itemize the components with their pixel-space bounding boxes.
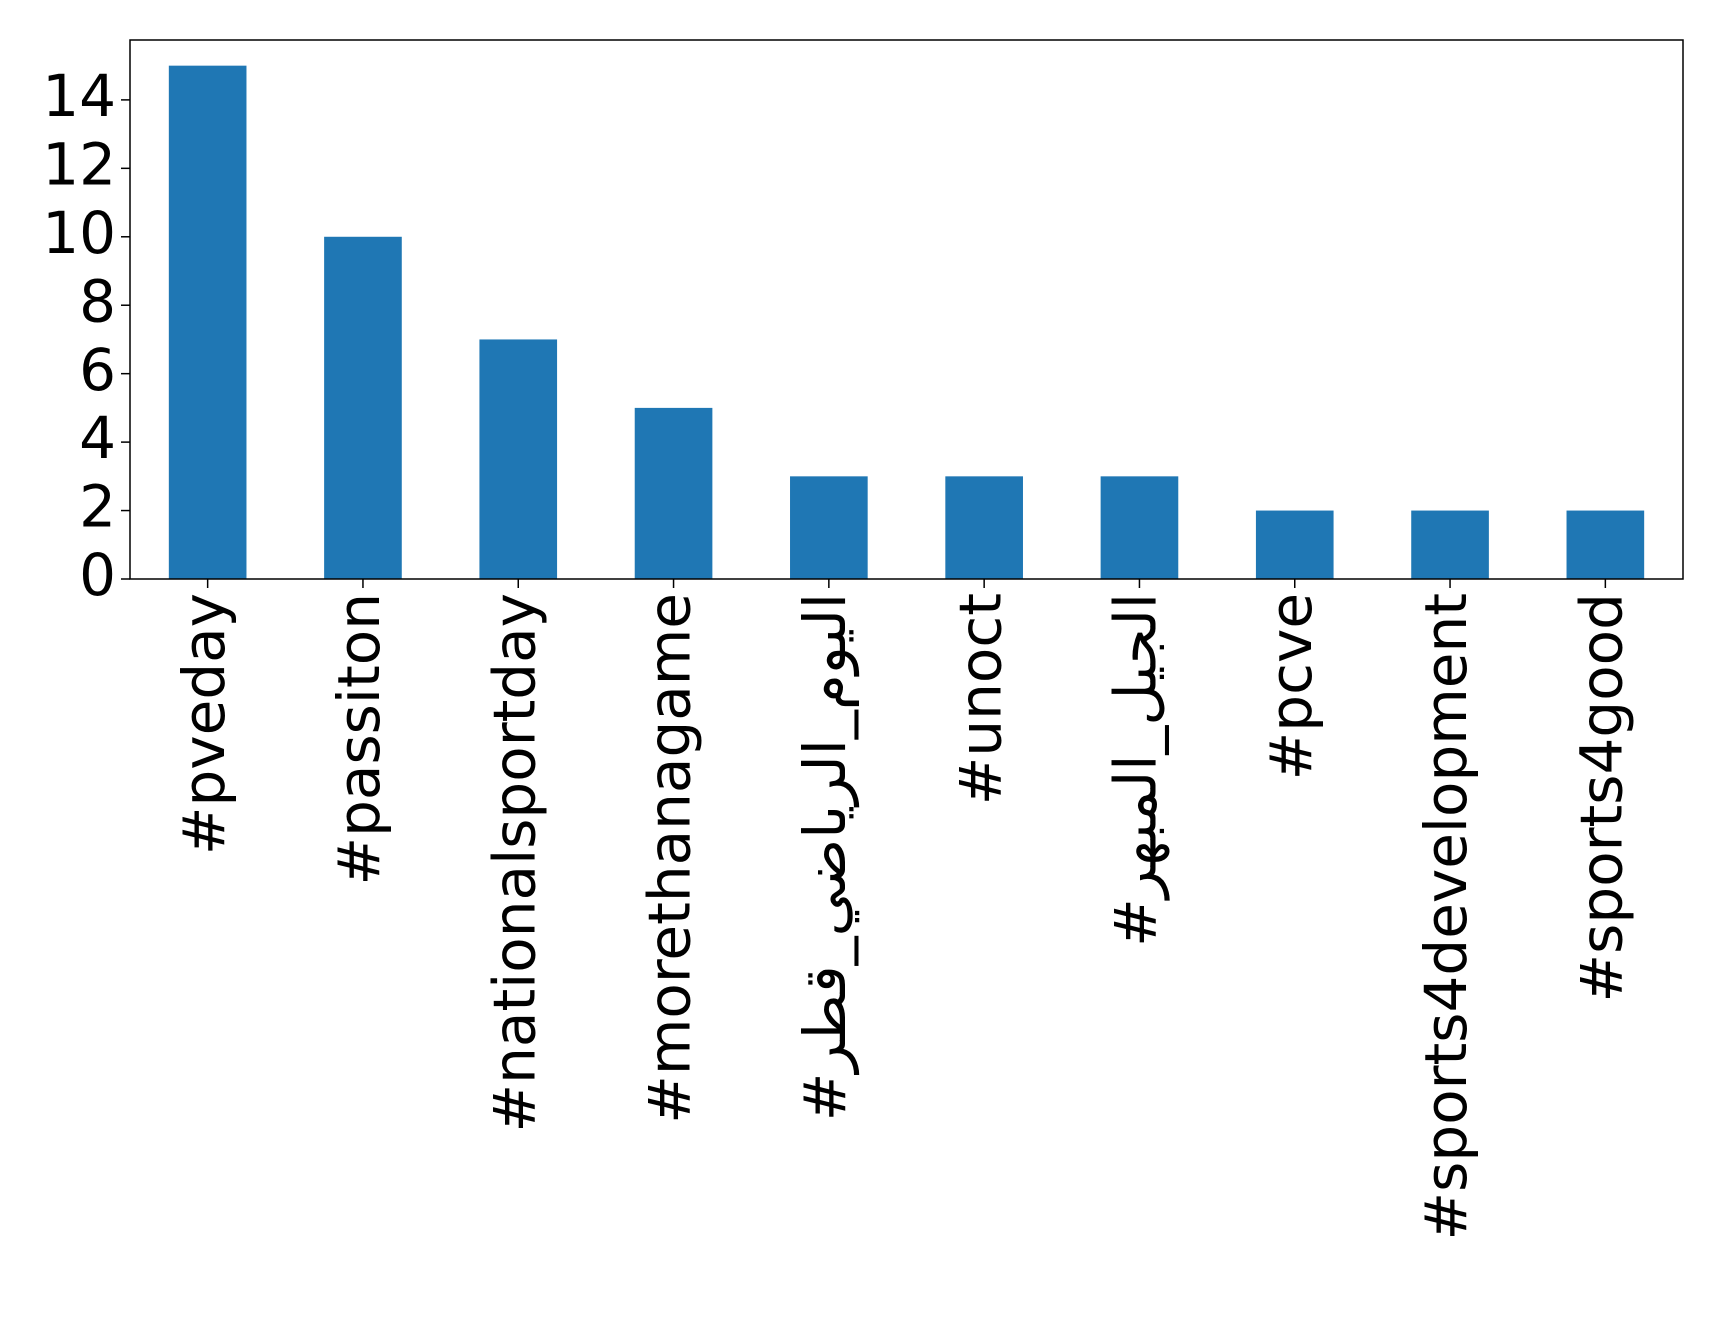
bar xyxy=(168,65,247,579)
y-tick-label: 14 xyxy=(42,62,116,130)
y-tick-label: 4 xyxy=(79,404,116,472)
bar xyxy=(1100,476,1179,579)
x-tick-label: #unoct xyxy=(946,593,1014,805)
x-tick-label: #pveday xyxy=(170,593,238,855)
bar xyxy=(634,407,713,579)
y-tick-label: 0 xyxy=(79,541,116,609)
x-tick-label: #passiton xyxy=(325,593,393,886)
plot-frame xyxy=(129,39,1684,580)
x-tick-label: #sports4development xyxy=(1412,593,1480,1240)
y-tick-label: 12 xyxy=(42,130,116,198)
x-tick-label: #الجيل_المبهر xyxy=(1102,593,1171,947)
y-tick-label: 2 xyxy=(79,473,116,541)
bar xyxy=(790,476,868,579)
bar xyxy=(945,476,1023,579)
x-tick-label: #اليوم_الرياضي_قطر xyxy=(791,593,860,1121)
bar xyxy=(1255,510,1334,579)
y-tick-label: 10 xyxy=(42,199,116,267)
x-tick-label: #nationalsportday xyxy=(480,593,548,1132)
bar xyxy=(1566,510,1645,579)
bar xyxy=(479,339,558,579)
x-tick-label: #morethanagame xyxy=(636,593,704,1124)
x-tick-label: #sports4good xyxy=(1567,593,1635,1002)
y-tick-label: 8 xyxy=(79,267,116,335)
bar xyxy=(1411,510,1489,579)
y-tick-label: 6 xyxy=(79,336,116,404)
x-tick-label: #pcve xyxy=(1257,593,1325,780)
bar xyxy=(324,236,402,579)
